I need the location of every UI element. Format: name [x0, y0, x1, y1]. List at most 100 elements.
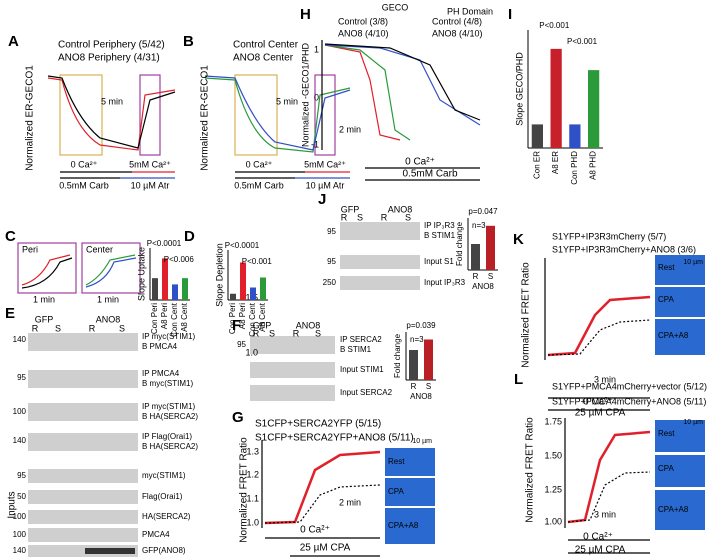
- bar: [152, 278, 158, 300]
- bar: [588, 70, 600, 148]
- label: CPA+A8: [388, 521, 419, 530]
- label: 0.5mM Carb: [402, 169, 457, 180]
- label: ANO8 (4/10): [432, 28, 483, 38]
- panel-label: G: [232, 409, 244, 426]
- label: CPA: [658, 464, 675, 473]
- label: 1.50: [544, 450, 562, 460]
- label: R: [341, 212, 348, 222]
- label: 0 Ca²⁺: [300, 525, 330, 536]
- label: 1.3: [246, 446, 259, 456]
- label: Control (4/8): [432, 16, 482, 26]
- x-tick-label: Con Peri: [150, 303, 159, 334]
- label: 25 µM CPA: [575, 408, 626, 419]
- label: 0 Ca²⁺: [583, 532, 613, 543]
- annotation: P<0.001: [242, 257, 273, 266]
- label: S1CFP+SERCA2YFP+ANO8 (5/11): [255, 433, 414, 444]
- axis-label: Normalized ER-GECO1: [25, 65, 36, 171]
- panel-label: I: [508, 6, 512, 23]
- label: 3 min: [594, 509, 616, 519]
- label: PMCA4: [142, 530, 170, 539]
- label: Rest: [658, 429, 675, 438]
- panel-label: A: [8, 33, 19, 50]
- panel-label: D: [184, 228, 195, 245]
- label: 1.2: [246, 469, 259, 479]
- legend-entry: Control Periphery (5/42): [58, 40, 165, 51]
- label: 10 µM Atr: [306, 180, 345, 190]
- label: 100: [13, 512, 27, 521]
- label: S: [269, 328, 275, 338]
- label: R: [253, 328, 260, 338]
- panel-label: J: [318, 191, 326, 208]
- label: R: [293, 328, 300, 338]
- axis-label: Slope Depletion: [214, 243, 224, 307]
- label: B STIM1: [340, 345, 372, 354]
- label: GFP(ANO8): [142, 546, 186, 555]
- label: CPA+A8: [658, 331, 689, 340]
- x-tick-label: A8 Peri: [160, 303, 169, 329]
- x-tick-label: R: [411, 382, 417, 391]
- x-tick-label: A8 PHD: [589, 151, 598, 180]
- label: 0 Ca²⁺: [405, 157, 435, 168]
- label: 3 min: [594, 374, 616, 384]
- bar: [182, 278, 188, 300]
- annotation: P<0.0001: [147, 239, 182, 248]
- label: ANO8: [96, 314, 121, 324]
- label: B STIM1: [424, 231, 456, 240]
- label: 2 min: [339, 124, 361, 134]
- label: HA(SERCA2): [142, 512, 191, 521]
- label: 1: [314, 44, 319, 54]
- panel-label: H: [300, 6, 311, 23]
- label: CPA+A8: [658, 505, 689, 514]
- label: R: [32, 323, 39, 333]
- label: GECO: [382, 2, 409, 12]
- label: S: [357, 212, 363, 222]
- x-tick-label: A8 Cent: [258, 302, 267, 332]
- annotation: P<0.0001: [225, 241, 260, 250]
- label: ANO8: [388, 204, 413, 214]
- bar: [486, 225, 495, 270]
- label: 10 µM Atr: [131, 180, 170, 190]
- bar: [172, 284, 178, 300]
- decorations: [17, 40, 651, 557]
- axis-label: Fold change: [455, 221, 464, 266]
- label: 95: [17, 373, 26, 382]
- label: 1.0: [246, 517, 259, 527]
- label: 140: [13, 335, 27, 344]
- bar: [550, 48, 562, 148]
- panel-label: F: [232, 317, 241, 334]
- label: 250: [323, 278, 337, 287]
- x-tick-label: S: [488, 272, 493, 281]
- label: 95: [327, 227, 336, 236]
- label: Input S1: [424, 257, 454, 266]
- panel-label: B: [183, 33, 194, 50]
- bar: [250, 287, 256, 300]
- label: Rest: [388, 457, 405, 466]
- label: PH Domain: [447, 6, 493, 16]
- label: 0 Ca²⁺: [71, 159, 98, 169]
- label: 5mM Ca²⁺: [304, 159, 346, 169]
- label: S1YFP+PMCA4mCherry+ANO8 (5/11): [552, 396, 706, 406]
- label: Normalized FRET Ratio: [521, 262, 532, 368]
- label: IP SERCA2: [340, 335, 382, 344]
- label: B myc(STIM1): [142, 379, 193, 388]
- x-tick-label: A8 ER: [551, 151, 560, 174]
- legend-entry: Control Center: [233, 40, 299, 51]
- label: Input STIM1: [340, 365, 384, 374]
- blots: [28, 222, 705, 557]
- label: 95: [17, 471, 26, 480]
- label: Normalized -GECO1/PHD: [300, 42, 310, 147]
- label: Flag(Orai1): [142, 492, 183, 501]
- label: B PMCA4: [142, 342, 178, 351]
- axis-label: Slope GECO/PHD: [514, 52, 524, 126]
- scale-label: 5 min: [276, 96, 298, 106]
- axis-label: ANO8: [472, 282, 494, 291]
- bar: [230, 293, 236, 300]
- label: S: [119, 323, 125, 333]
- annotation: p=0.047: [468, 207, 498, 216]
- label: 0.5mM Carb: [59, 180, 109, 190]
- bar: [260, 277, 266, 300]
- bar: [531, 124, 543, 148]
- label: 140: [13, 546, 27, 555]
- label: Normalized FRET Ratio: [239, 437, 250, 543]
